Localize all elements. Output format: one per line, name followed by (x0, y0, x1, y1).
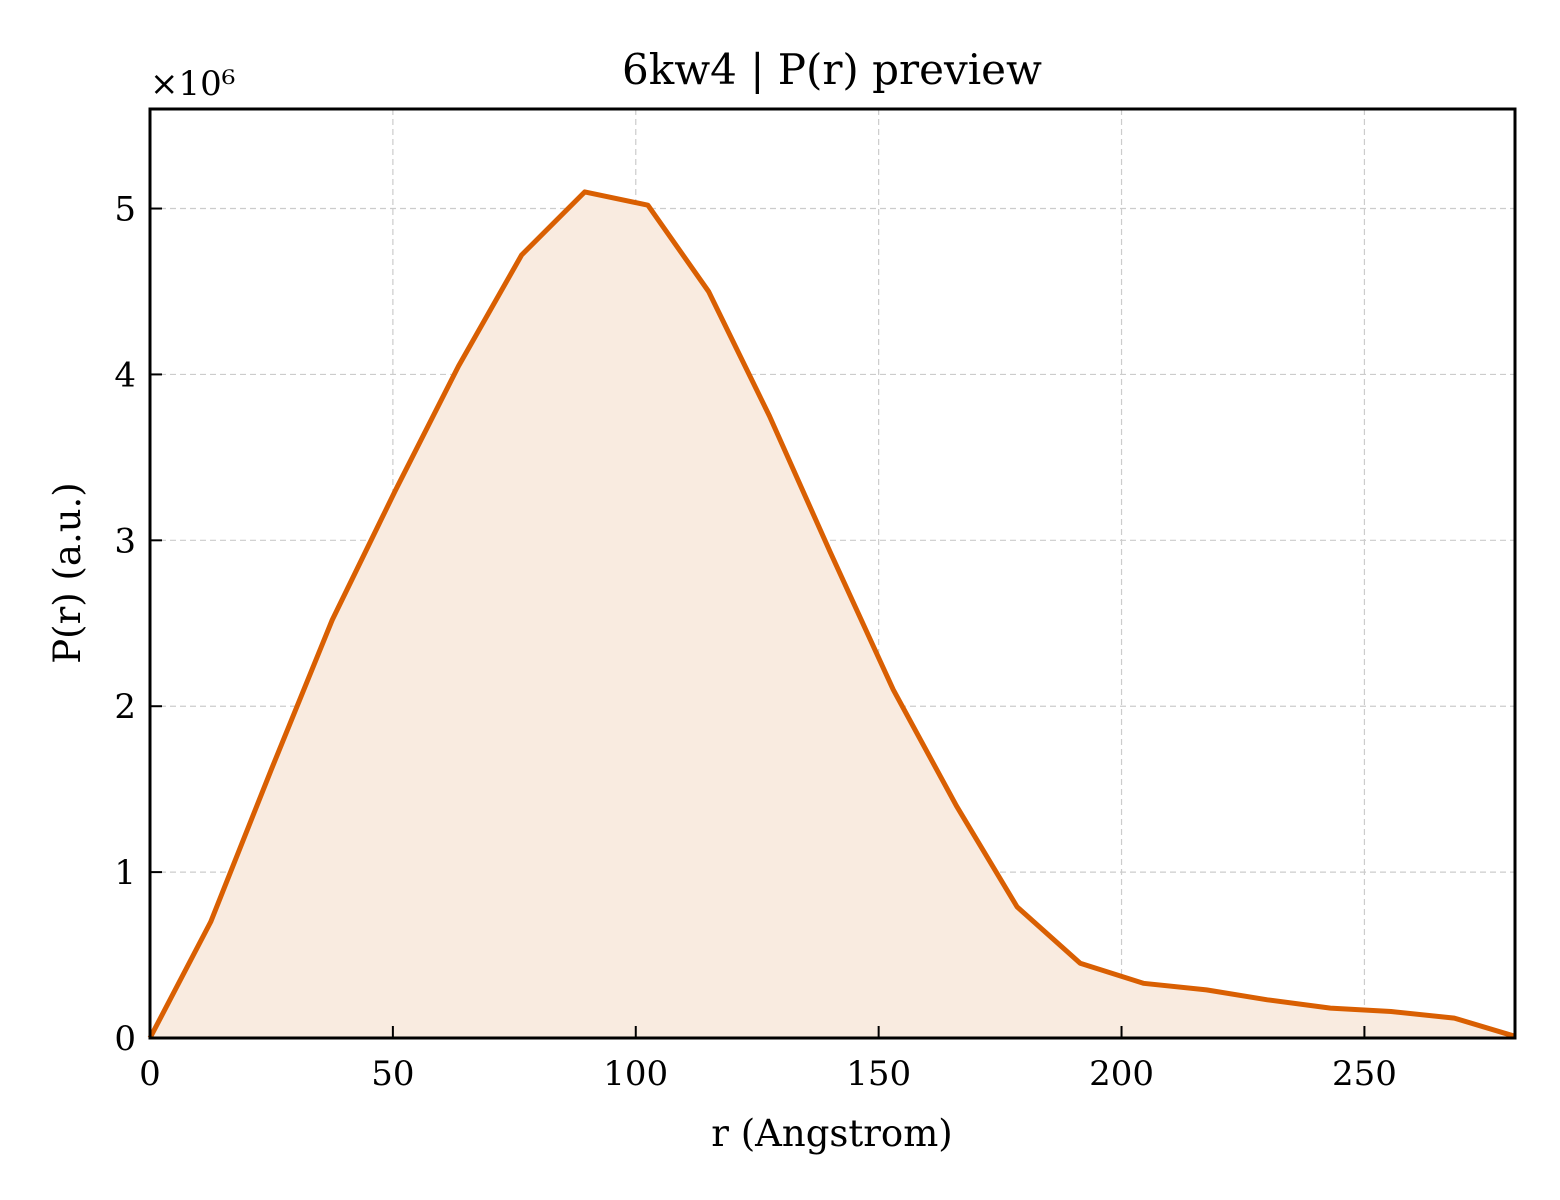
x-tick-label: 250 (1332, 1054, 1397, 1094)
chart-title: 6kw4 | P(r) preview (622, 45, 1042, 94)
x-tick-label: 100 (603, 1054, 668, 1094)
y-tick-label: 4 (114, 355, 136, 395)
x-tick-label: 150 (846, 1054, 911, 1094)
axis-ticks: 0 50 100 150 200 250 0 1 2 3 4 5 (114, 190, 1397, 1094)
x-tick-label: 0 (139, 1054, 161, 1094)
y-tick-label: 2 (114, 687, 136, 727)
y-tick-label: 1 (114, 853, 136, 893)
y-axis-title: P(r) (a.u.) (46, 482, 89, 664)
pr-series-line (147, 189, 1516, 1040)
x-tick-label: 50 (371, 1054, 414, 1094)
y-tick-label: 3 (114, 521, 136, 561)
x-axis-title: r (Angstrom) (711, 1112, 952, 1155)
plot-frame (148, 107, 1517, 1040)
y-axis-multiplier: ×10⁶ (150, 64, 235, 104)
y-tick-label: 0 (114, 1019, 136, 1059)
x-tick-label: 200 (1089, 1054, 1154, 1094)
y-tick-label: 5 (114, 190, 136, 230)
pr-area-fill (150, 191, 1515, 1038)
